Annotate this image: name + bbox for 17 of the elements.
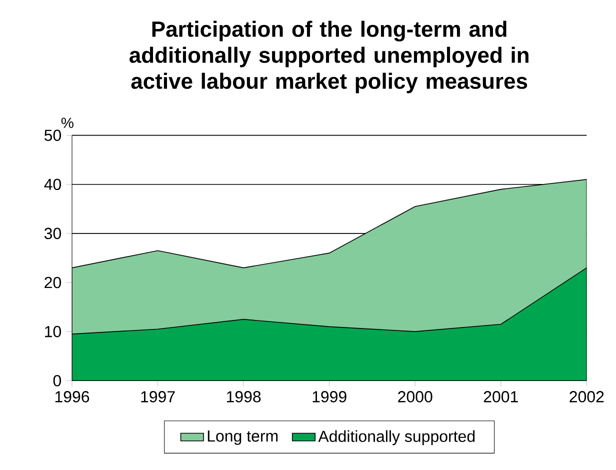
y-tick-label: 20	[44, 276, 62, 288]
y-tick-label: 30	[44, 228, 62, 240]
x-tick-label: 1997	[141, 391, 175, 402]
x-tick-label: 1998	[226, 391, 261, 402]
y-tick-label: 50	[44, 130, 62, 141]
y-tick-label: 0	[53, 374, 62, 386]
y-tick-label: 40	[44, 178, 62, 190]
x-tick-label: 2000	[398, 391, 432, 402]
chart-title: Participation of the long-term and additionally supported unemployed in active labour market policy measures	[130, 20, 528, 94]
x-tick-label: 1996	[55, 391, 90, 402]
x-tick-label: 2002	[570, 391, 604, 402]
y-tick-label: 10	[45, 326, 62, 338]
x-tick-label: 1999	[312, 391, 346, 402]
legend-label: Additionally supported	[318, 430, 475, 446]
y-axis-title: %	[61, 118, 74, 128]
x-tick-label: 2001	[484, 391, 518, 402]
legend-label: Long term	[208, 430, 278, 445]
